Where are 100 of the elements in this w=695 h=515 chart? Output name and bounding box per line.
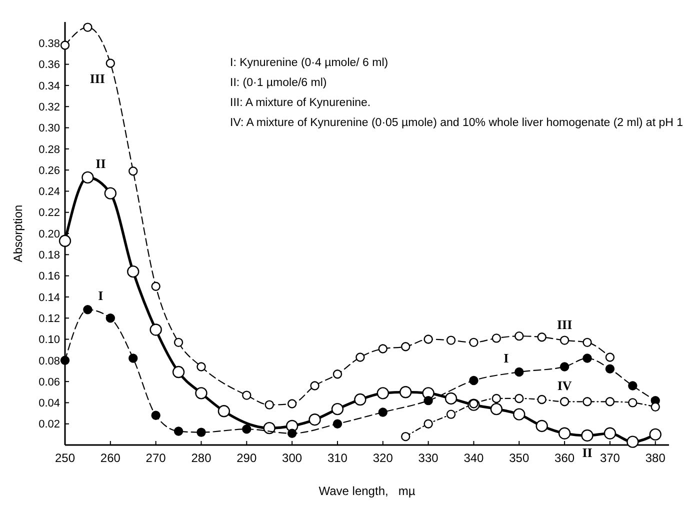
point <box>469 399 478 408</box>
point <box>446 410 456 419</box>
point <box>104 187 117 200</box>
y-tick-label: 0.22 <box>38 207 60 220</box>
x-tick-label: 300 <box>282 451 302 465</box>
point <box>649 428 662 441</box>
point <box>514 331 524 341</box>
y-tick-label: 0.32 <box>38 101 60 114</box>
annotation: III <box>556 316 572 332</box>
point <box>424 334 433 344</box>
y-tick-label: 0.04 <box>38 398 60 410</box>
point <box>196 428 206 437</box>
x-tick-label: 270 <box>146 451 166 465</box>
x-tick-label: 250 <box>54 451 76 465</box>
annotation: III <box>90 70 106 86</box>
y-tick-label: 0.16 <box>38 270 60 283</box>
point <box>604 427 616 440</box>
point <box>58 234 72 247</box>
point <box>560 336 570 345</box>
point <box>376 387 389 400</box>
point <box>242 390 252 400</box>
y-tick-label: 0.28 <box>38 144 60 156</box>
point <box>331 402 344 416</box>
point <box>582 338 592 348</box>
point <box>60 356 70 365</box>
point <box>650 402 660 412</box>
point <box>60 40 70 50</box>
annotation: II <box>582 445 592 460</box>
x-tick-label: 290 <box>236 451 257 465</box>
point <box>151 410 160 420</box>
point <box>537 394 546 404</box>
point <box>196 362 206 372</box>
point <box>560 362 570 372</box>
point <box>150 324 162 336</box>
y-tick-label: 0.12 <box>38 312 60 325</box>
x-tick-label: 280 <box>191 451 212 465</box>
x-tick-label: 330 <box>418 451 439 465</box>
y-tick-label: 0.08 <box>38 355 60 368</box>
x-tick-label: 310 <box>327 451 348 465</box>
annotation: IV: A mixture of Kynurenine (0·05 µmole) and 10% whole liver homogenate (2 ml) at pH 1 <box>230 117 684 129</box>
point <box>83 22 92 32</box>
point <box>558 427 571 440</box>
point <box>537 332 546 342</box>
y-tick-label: 0.26 <box>38 164 60 177</box>
point <box>628 398 638 408</box>
y-tick-label: 0.24 <box>38 186 60 198</box>
y-tick-label: 0.34 <box>38 80 60 92</box>
point <box>310 381 320 390</box>
y-tick-label: 0.02 <box>38 418 60 431</box>
point <box>82 171 94 184</box>
annotation: II: (0·1 µmole/6 ml) <box>230 77 327 89</box>
y-tick-label: 0.30 <box>38 122 60 135</box>
point <box>106 58 116 68</box>
point <box>264 400 274 410</box>
point <box>605 352 615 362</box>
point <box>582 354 592 363</box>
point <box>469 376 478 386</box>
point <box>308 414 321 426</box>
point <box>582 397 592 406</box>
point <box>560 397 570 406</box>
point <box>492 394 502 404</box>
point <box>128 166 138 176</box>
point <box>400 386 412 398</box>
point <box>514 394 524 404</box>
point <box>401 342 410 352</box>
annotation: I: Kynurenine (0·4 µmole/ 6 ml) <box>230 57 388 69</box>
point <box>446 336 456 345</box>
y-tick-label: 0.06 <box>38 376 60 388</box>
point <box>287 428 297 438</box>
point <box>513 408 526 420</box>
point <box>332 370 342 379</box>
point <box>354 393 366 406</box>
y-tick-label: 0.18 <box>38 250 60 262</box>
point <box>514 367 524 377</box>
point <box>605 397 615 406</box>
point <box>492 334 502 343</box>
annotation: III: A mixture of Kynurenine. <box>230 97 371 109</box>
point <box>83 305 92 314</box>
point <box>151 282 160 291</box>
x-tick-label: 340 <box>464 451 484 465</box>
point <box>218 405 230 418</box>
point <box>424 419 433 428</box>
point <box>195 387 208 400</box>
point <box>174 338 184 348</box>
annotation: II <box>96 156 106 172</box>
point <box>628 381 638 390</box>
y-tick-label: 0.36 <box>38 59 60 72</box>
point <box>626 436 639 448</box>
point <box>128 354 138 363</box>
point <box>469 338 478 348</box>
x-tick-label: 260 <box>100 451 121 465</box>
y-tick-label: 0.14 <box>38 292 60 304</box>
x-tick-label: 380 <box>645 451 666 465</box>
point <box>581 429 594 442</box>
point <box>106 314 116 323</box>
annotation: I <box>504 350 509 366</box>
point <box>332 419 342 428</box>
point <box>378 344 388 354</box>
point <box>424 396 433 406</box>
x-tick-label: 350 <box>509 451 530 465</box>
